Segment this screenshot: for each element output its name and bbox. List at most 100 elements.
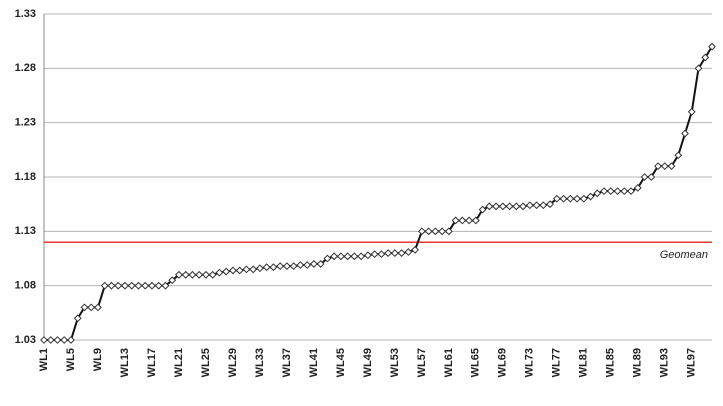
data-point (458, 216, 467, 225)
data-point (94, 303, 102, 312)
data-point (687, 107, 696, 116)
data-point (175, 270, 183, 279)
data-point (471, 216, 480, 225)
data-point (336, 252, 345, 261)
data-point (296, 261, 305, 269)
data-point (674, 151, 683, 160)
y-tick-label: 1.08 (15, 280, 36, 292)
data-point (532, 201, 541, 210)
x-tick-label: WL41 (308, 348, 320, 377)
data-point (505, 202, 514, 211)
data-point (465, 216, 473, 225)
data-point (222, 267, 231, 276)
data-point (87, 303, 96, 312)
data-point (235, 266, 244, 275)
data-point (283, 262, 291, 271)
data-point (276, 262, 285, 271)
data-point (323, 254, 332, 263)
x-tick-label: WL73 (524, 348, 536, 377)
data-point (46, 336, 55, 344)
data-point (161, 281, 170, 290)
data-point (586, 192, 595, 201)
data-point (202, 270, 210, 279)
data-point (303, 261, 312, 269)
data-point (195, 270, 204, 279)
x-tick-label: WL13 (119, 348, 131, 377)
y-tick-label: 1.18 (15, 171, 36, 183)
data-point (694, 64, 703, 73)
x-tick-label: WL81 (578, 348, 590, 377)
x-tick-label: WL9 (92, 348, 104, 371)
data-point (67, 336, 75, 344)
data-point (411, 245, 420, 254)
data-point (485, 202, 494, 211)
data-point (256, 264, 264, 273)
data-point (363, 251, 372, 260)
data-point (647, 173, 656, 181)
data-point (269, 263, 278, 272)
data-point (708, 42, 716, 51)
y-tick-label: 1.03 (15, 334, 36, 346)
data-point (512, 202, 521, 211)
data-point (424, 227, 433, 236)
data-point (73, 314, 82, 323)
x-tick-label: WL57 (416, 348, 428, 377)
data-point (593, 189, 602, 198)
data-point (229, 266, 237, 275)
data-point (60, 336, 69, 344)
y-tick-label: 1.23 (15, 117, 36, 129)
data-point (80, 303, 89, 312)
x-tick-label: WL29 (227, 348, 239, 377)
data-point (188, 270, 197, 279)
reference-label: Geomean (660, 249, 708, 261)
data-point (660, 162, 669, 171)
x-tick-label: WL21 (173, 348, 185, 377)
data-point (168, 276, 177, 285)
x-tick-label: WL93 (659, 348, 671, 377)
data-point (438, 227, 447, 236)
x-tick-label: WL33 (254, 348, 266, 377)
data-point (519, 202, 527, 211)
data-point (573, 194, 581, 203)
x-tick-label: WL77 (551, 348, 563, 377)
x-tick-label: WL25 (200, 348, 212, 377)
data-point (552, 194, 561, 203)
data-point (377, 250, 386, 259)
data-point (350, 252, 359, 261)
data-point (397, 249, 406, 257)
data-point (633, 183, 642, 192)
x-tick-label: WL17 (146, 348, 158, 377)
data-point (492, 202, 500, 211)
x-tick-label: WL53 (389, 348, 401, 377)
data-point (40, 336, 48, 344)
data-point (613, 187, 622, 196)
data-point (525, 201, 534, 210)
data-point (53, 336, 62, 344)
data-point (181, 270, 190, 279)
data-point (600, 187, 608, 196)
data-point (701, 53, 710, 62)
data-point (606, 187, 615, 196)
data-point (330, 252, 339, 261)
data-point (309, 260, 318, 268)
data-point (289, 262, 298, 271)
data-point (215, 268, 224, 277)
x-tick-label: WL65 (470, 348, 482, 377)
data-point (121, 281, 129, 290)
data-point (357, 252, 366, 261)
data-point (249, 265, 258, 274)
data-point (620, 187, 629, 196)
data-point (579, 194, 588, 203)
data-point (640, 173, 649, 181)
data-point (566, 194, 575, 203)
data-point (107, 281, 116, 290)
data-point (384, 249, 393, 257)
data-point (262, 263, 271, 272)
y-tick-label: 1.28 (15, 62, 36, 74)
data-point (546, 200, 554, 209)
data-point (134, 281, 143, 290)
data-point (242, 265, 251, 274)
x-tick-label: WL69 (497, 348, 509, 377)
x-tick-label: WL97 (686, 348, 698, 377)
